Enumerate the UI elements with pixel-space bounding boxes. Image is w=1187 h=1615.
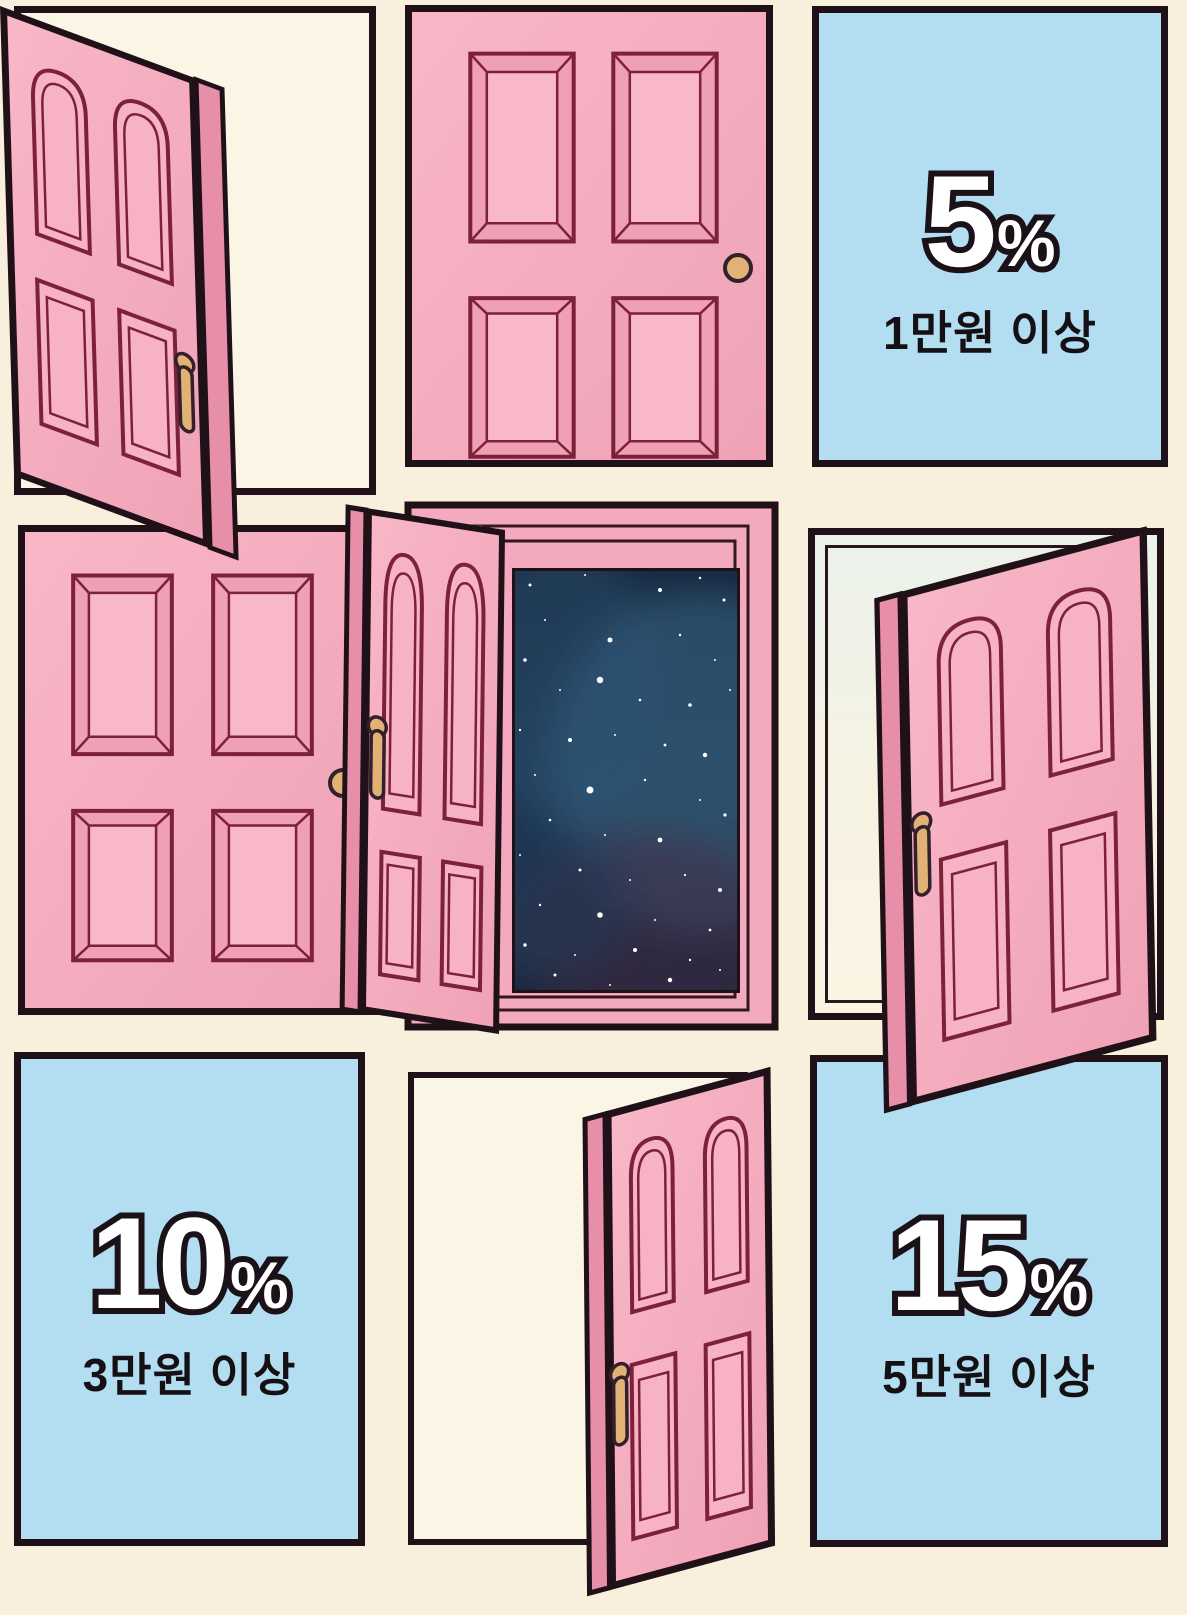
open-door-center bbox=[339, 504, 506, 1034]
center-door-frame bbox=[404, 501, 779, 1031]
discount-panel-10: 10% 10% 3만원 이상 bbox=[14, 1052, 365, 1546]
discount-condition-5: 1만원 이상 bbox=[883, 307, 1097, 360]
discount-panel-5: 5% 5% 1만원 이상 bbox=[812, 6, 1168, 467]
doorway-inner-jamb bbox=[825, 545, 1147, 1003]
starry-sky bbox=[512, 568, 740, 993]
discount-panel-15: 15% 15% 5만원 이상 bbox=[810, 1055, 1168, 1547]
discount-condition-15: 5만원 이상 bbox=[882, 1350, 1096, 1403]
sky-sliver bbox=[420, 521, 482, 548]
doorway-top-left bbox=[14, 6, 376, 495]
discount-value-outline: 15% bbox=[884, 1191, 1094, 1338]
closed-door-middle-left bbox=[18, 525, 383, 1015]
doorknob bbox=[328, 768, 358, 798]
door-lever bbox=[365, 713, 389, 802]
doorway-middle-right bbox=[808, 528, 1164, 1020]
discount-condition-10: 3만원 이상 bbox=[82, 1348, 297, 1401]
discount-value-outline: 5% bbox=[918, 148, 1061, 295]
doorknob bbox=[723, 253, 753, 283]
doorway-bottom-center bbox=[408, 1072, 748, 1545]
stars bbox=[518, 574, 731, 986]
discount-value-5: 5% 5% bbox=[918, 148, 1061, 295]
discount-value-15: 15% 15% bbox=[884, 1191, 1094, 1338]
closed-door-top-center bbox=[405, 5, 773, 467]
discount-value-10: 10% 10% bbox=[84, 1189, 294, 1336]
discount-value-outline: 10% bbox=[84, 1189, 294, 1336]
